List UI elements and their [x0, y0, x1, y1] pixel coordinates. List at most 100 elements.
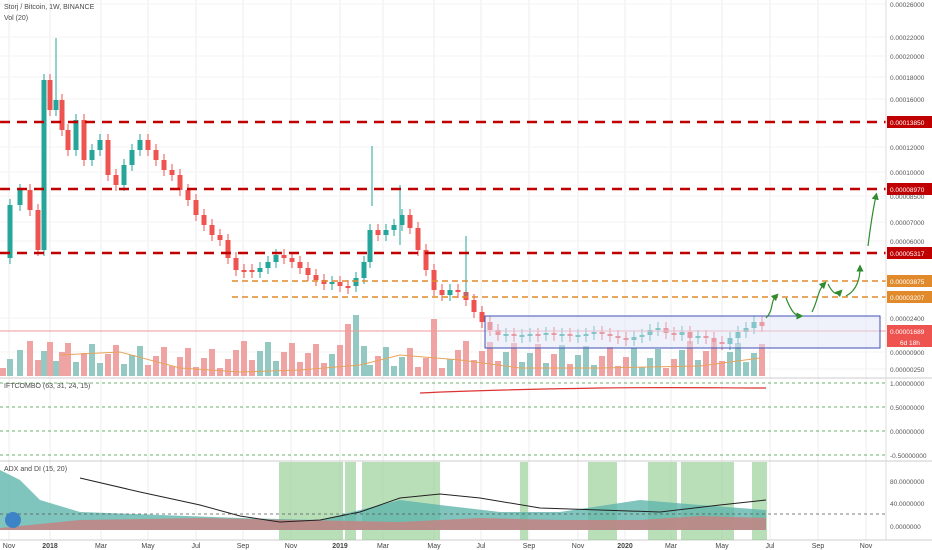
candle-body: [7, 205, 13, 258]
candle-body: [81, 120, 87, 160]
volume-bar: [479, 351, 485, 376]
volume-bar: [257, 351, 263, 376]
time-tick: May: [715, 543, 729, 550]
adx-label: ADX and DI (15, 20): [4, 466, 68, 473]
adx-line: [79, 477, 767, 523]
volume-bar: [7, 359, 13, 376]
volume-bar: [751, 353, 757, 376]
candle-body: [41, 80, 47, 250]
volume-bar: [543, 363, 549, 376]
adx-zone: [345, 462, 356, 540]
volume-bar: [591, 365, 597, 376]
candle-body: [273, 255, 279, 262]
candle-body: [241, 270, 247, 272]
projection-arrow: [867, 192, 879, 247]
current-price-bg: [887, 325, 932, 337]
candle-body: [137, 140, 143, 150]
volume-bar: [495, 361, 501, 376]
volume-bar: [703, 351, 709, 376]
volume-bar: [113, 345, 119, 376]
candle-body: [185, 190, 191, 200]
volume-bar: [503, 352, 509, 376]
adx-di-plus-fill: [0, 470, 766, 530]
volume-bar: [423, 358, 429, 376]
level-label: 0.00008970: [890, 187, 925, 194]
volume-bar: [35, 360, 41, 376]
adx-di-minus-fill: [0, 516, 766, 530]
ift-tick: 0.00000000: [890, 429, 925, 436]
volume-bar: [759, 344, 765, 376]
volume-bar: [345, 324, 351, 376]
volume-bar: [455, 350, 461, 376]
symbol-title: Storj / Bitcoin, 1W, BINANCE: [4, 4, 95, 11]
level-label: 0.00013850: [890, 120, 925, 127]
volume-bar: [137, 346, 143, 376]
candle-body: [289, 258, 295, 262]
volume-bar: [695, 360, 701, 376]
candlesticks: [7, 38, 765, 350]
volume-bar: [679, 350, 685, 376]
projection-arrow: [765, 293, 779, 319]
candle-body: [375, 230, 381, 235]
time-tick: Nov: [572, 543, 585, 550]
time-tick: Nov: [285, 543, 298, 550]
volume-bar: [383, 347, 389, 376]
candle-body: [305, 268, 311, 275]
ift-tick: -0.50000000: [890, 453, 927, 460]
candle-body: [455, 290, 461, 292]
candle-body: [169, 170, 175, 175]
candle-body: [329, 282, 335, 284]
candle-body: [345, 286, 351, 288]
adx-tick: 40.0000000: [890, 501, 925, 508]
candle-body: [431, 270, 437, 290]
volume-bar: [185, 348, 191, 376]
volume-bar: [121, 364, 127, 376]
volume-bar: [59, 352, 65, 376]
level-label-bg: [887, 116, 932, 128]
volume-bar: [663, 368, 669, 376]
candle-body: [217, 235, 223, 240]
range-rectangle: [484, 315, 881, 349]
volume-bar: [321, 363, 327, 376]
time-tick: May: [141, 543, 155, 550]
volume-bar: [89, 344, 95, 376]
volume-bar: [727, 352, 733, 376]
price-tick: 0.00000250: [890, 367, 925, 374]
candle-body: [65, 130, 71, 150]
volume-bar: [305, 353, 311, 376]
volume-bar: [329, 354, 335, 376]
candle-body: [479, 312, 485, 322]
candle-body: [337, 282, 343, 286]
adx-tick: 0.0000000: [890, 524, 921, 531]
volume-bar: [391, 366, 397, 376]
volume-bar: [407, 348, 413, 376]
candle-body: [233, 258, 239, 270]
time-tick: May: [427, 543, 441, 550]
level-label: 0.00003207: [890, 295, 925, 302]
candle-body: [321, 280, 327, 284]
time-tick: 2018: [42, 543, 58, 550]
adx-pane: 80.0000000 40.0000000 0.0000000: [0, 470, 925, 531]
volume-bar: [65, 343, 71, 376]
volume-bar: [209, 349, 215, 376]
candle-body: [129, 150, 135, 165]
candle-body: [209, 225, 215, 235]
ift-tick: 1.00000000: [890, 381, 925, 388]
candle-body: [53, 100, 59, 110]
tradingview-logo: [5, 512, 21, 528]
adx-zone: [520, 462, 528, 540]
volume-bar: [639, 367, 645, 376]
volume-bar: [583, 346, 589, 376]
volume-bar: [671, 359, 677, 376]
volume-bar: [273, 361, 279, 376]
volume-bar: [719, 361, 725, 376]
candle-body: [399, 215, 405, 225]
projection-arrow: [845, 264, 864, 297]
volume-bar: [193, 367, 199, 376]
volume-bar: [711, 342, 717, 376]
volume-bar: [153, 356, 159, 376]
volume-bar: [0, 368, 6, 376]
candle-body: [249, 270, 255, 272]
volume-bar: [249, 360, 255, 376]
volume-bar: [375, 356, 381, 376]
